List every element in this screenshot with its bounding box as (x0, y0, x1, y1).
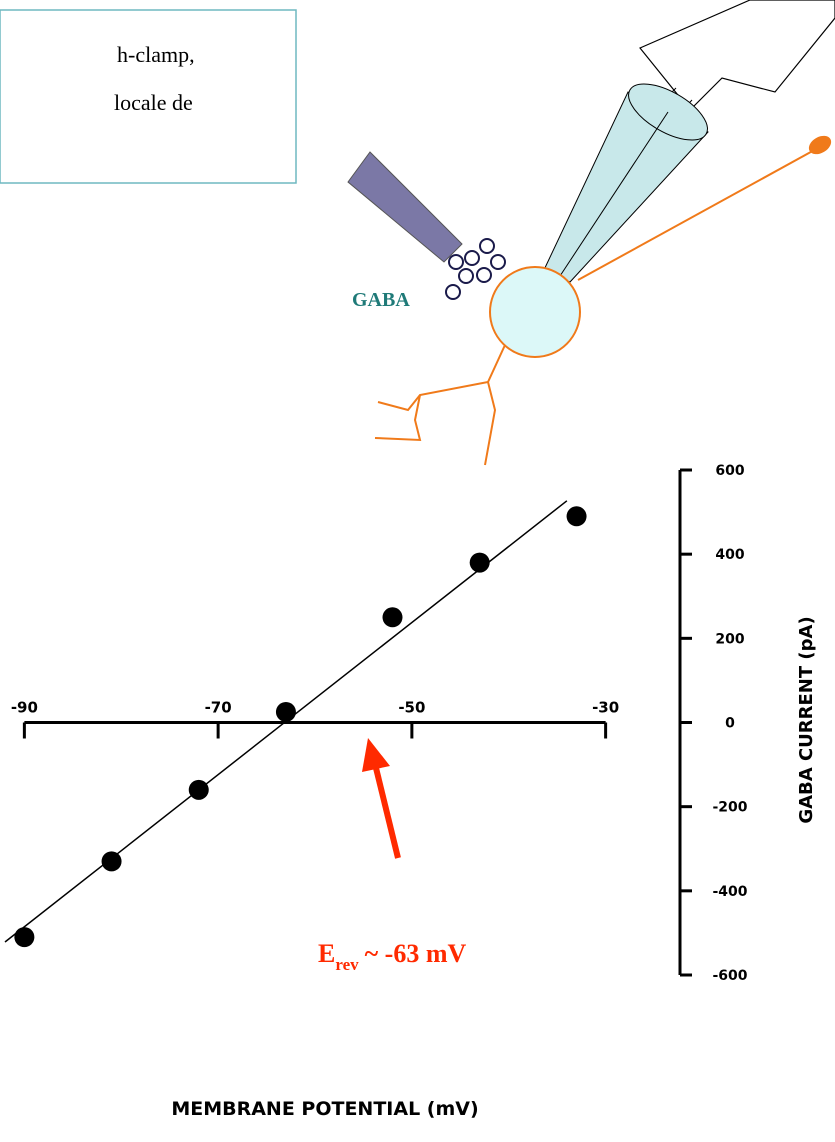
text-line: h-clamp, (117, 42, 195, 67)
dendrites (375, 345, 505, 465)
y-tick-label: -400 (712, 884, 747, 900)
data-point (470, 553, 490, 573)
y-tick-label: 0 (725, 716, 735, 732)
gaba-label: GABA (352, 289, 410, 311)
y-tick-label: 200 (715, 631, 744, 647)
cell-body (490, 267, 580, 357)
data-point (383, 607, 403, 627)
annotation-part: rev (335, 955, 359, 974)
x-tick-label: -90 (11, 699, 38, 717)
annotation: Erev ~ -63 mV (318, 939, 466, 974)
y-tick-label: -600 (712, 968, 747, 984)
x-axis-label: MEMBRANE POTENTIAL (mV) (171, 1098, 478, 1120)
annotation-part: ~ -63 mV (365, 939, 467, 968)
arrow-head (362, 738, 390, 772)
y-tick-label: -200 (712, 800, 747, 816)
electrode-tip (806, 132, 835, 158)
y-tick-label: 600 (715, 463, 744, 479)
data-point (102, 851, 122, 871)
chart: -90 -70 -50 -30 600 400 200 0 -200 -400 -600 GABA C… (5, 463, 817, 1120)
arrow-shaft (376, 768, 398, 858)
data-point (14, 927, 34, 947)
x-tick-label: -70 (205, 699, 232, 717)
slide: h-clamp, locale de GABA -90 -70 -50 -30 600 4… (0, 0, 835, 1142)
x-tick-label: -50 (398, 699, 425, 717)
y-tick-label: 400 (715, 547, 744, 563)
data-point (189, 780, 209, 800)
text-line: locale de (114, 90, 193, 115)
annotation-part: E (318, 939, 335, 968)
gaba-pipette (348, 152, 462, 262)
x-tick-label: -30 (592, 699, 619, 717)
data-point (276, 702, 296, 722)
y-axis-label: GABA CURRENT (pA) (796, 616, 817, 823)
data-point (567, 506, 587, 526)
page: {"text_box": {"lines": ["h-clamp,", "loc… (0, 0, 835, 1142)
